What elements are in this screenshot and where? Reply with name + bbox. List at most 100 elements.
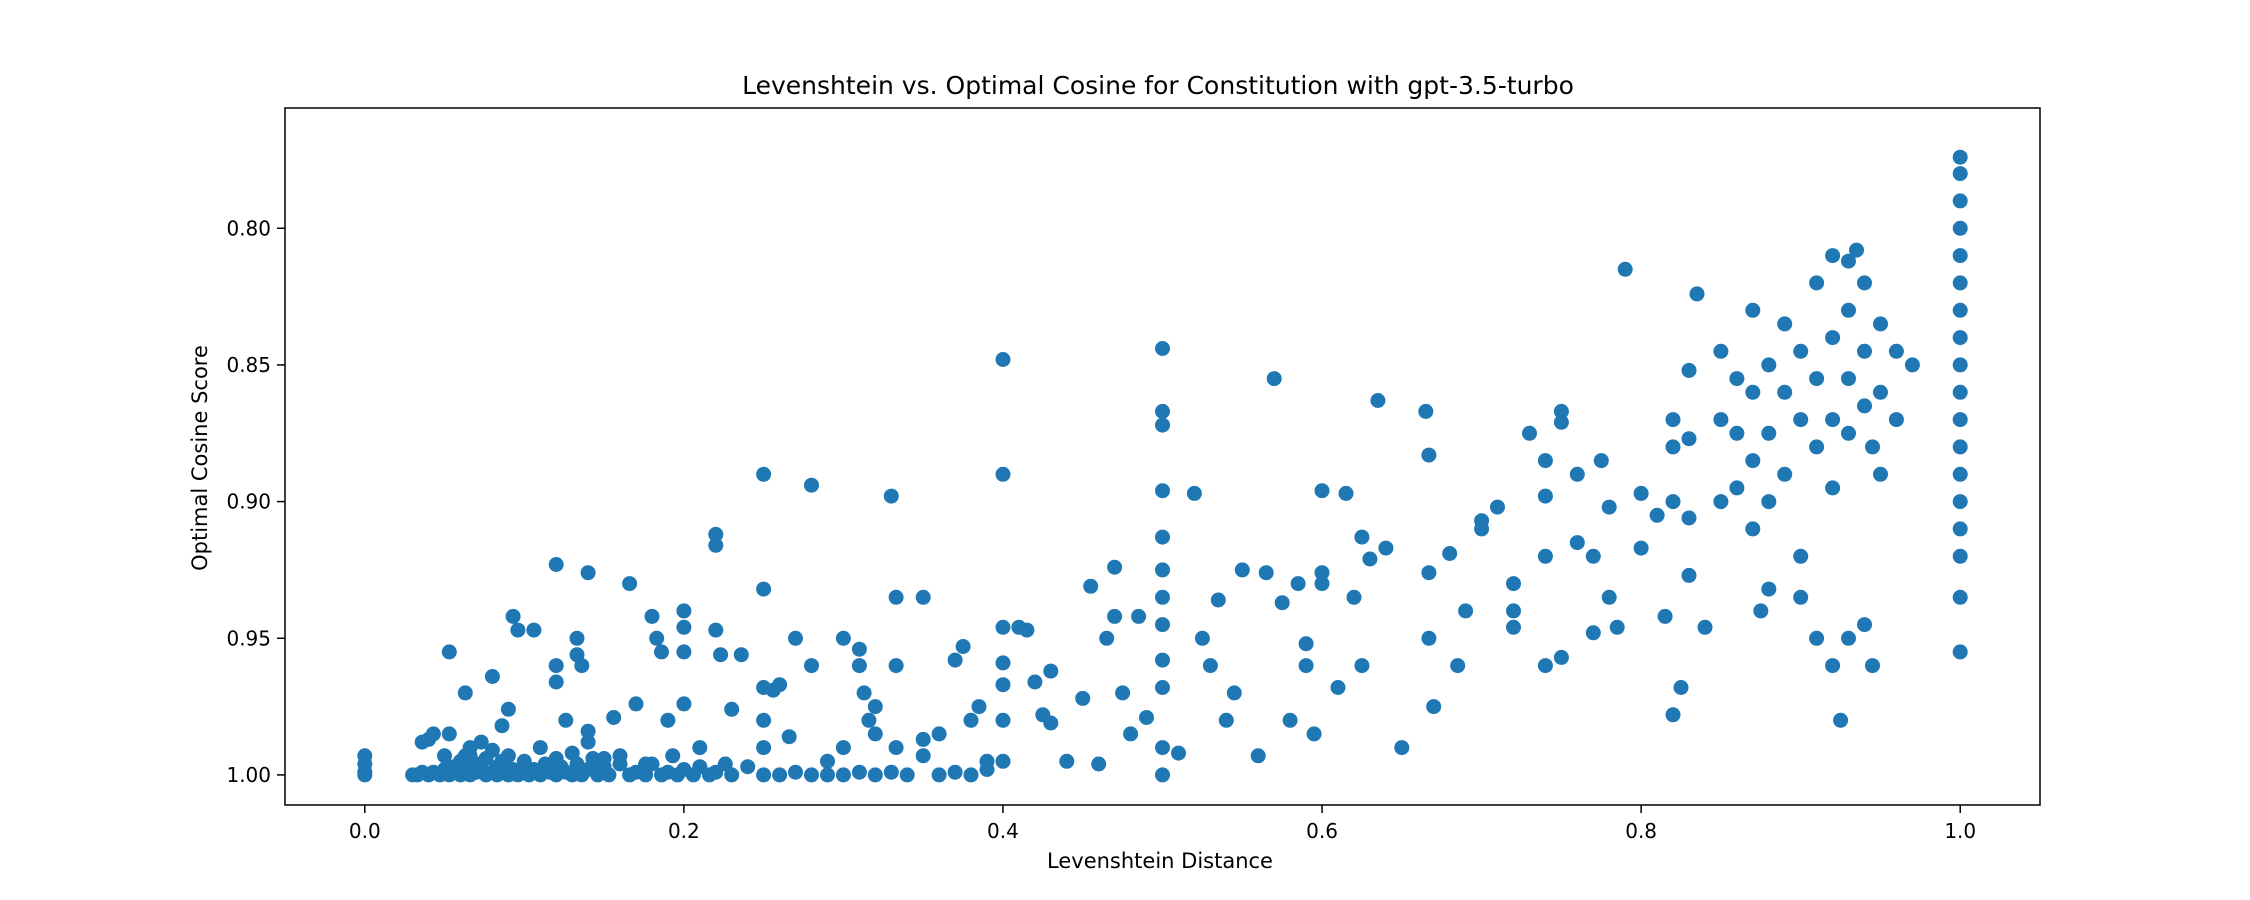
data-point	[649, 630, 665, 646]
data-point	[1745, 384, 1761, 400]
data-point	[851, 658, 867, 674]
data-point	[1952, 521, 1968, 537]
data-point	[713, 647, 729, 663]
data-point	[867, 767, 883, 783]
data-point	[1258, 565, 1274, 581]
data-point	[1593, 453, 1609, 469]
data-point	[1027, 674, 1043, 690]
data-point	[1155, 740, 1170, 756]
data-point	[1186, 485, 1202, 501]
data-point	[569, 630, 585, 646]
data-point	[772, 677, 788, 693]
data-point	[915, 748, 931, 764]
data-point	[1873, 384, 1888, 400]
data-point	[931, 767, 947, 783]
data-point	[1673, 680, 1689, 695]
x-tick-label: 0.0	[349, 819, 381, 843]
data-point	[804, 767, 819, 783]
data-point	[708, 526, 724, 542]
data-point	[867, 726, 883, 742]
data-point	[585, 756, 601, 772]
data-point	[1681, 431, 1697, 447]
data-point	[548, 557, 564, 572]
data-point	[1633, 540, 1649, 556]
data-point	[1825, 412, 1841, 428]
data-point	[612, 748, 628, 764]
data-point	[1825, 480, 1841, 496]
data-point	[995, 655, 1011, 671]
data-point	[1139, 710, 1154, 725]
data-point	[1274, 595, 1290, 611]
data-point	[1234, 562, 1250, 578]
data-point	[1952, 248, 1968, 264]
data-point	[1697, 619, 1713, 635]
data-point	[1825, 330, 1841, 346]
data-point	[1888, 343, 1904, 359]
data-point	[1155, 680, 1170, 695]
data-point	[1553, 649, 1569, 665]
data-point	[500, 748, 516, 764]
data-point	[1250, 748, 1266, 764]
data-point	[1421, 565, 1437, 581]
y-tick-label: 0.90	[226, 490, 271, 514]
data-point	[1107, 608, 1123, 624]
data-point	[1474, 521, 1490, 537]
data-point	[1194, 630, 1210, 646]
data-point	[1952, 589, 1968, 605]
x-axis-label: Levenshtein Distance	[1047, 849, 1273, 873]
data-point	[1633, 485, 1649, 501]
data-point	[1155, 529, 1170, 545]
data-point	[1873, 466, 1888, 482]
data-point	[756, 740, 772, 756]
data-point	[1266, 371, 1282, 387]
data-point	[580, 723, 596, 739]
x-tick-label: 1.0	[1944, 819, 1976, 843]
data-point	[1043, 663, 1059, 679]
data-point	[1601, 499, 1617, 515]
data-point	[1761, 357, 1777, 373]
data-point	[622, 576, 638, 592]
data-point	[676, 603, 692, 619]
data-point	[1857, 617, 1872, 633]
data-point	[756, 767, 772, 783]
data-point	[772, 767, 788, 783]
data-point	[963, 767, 979, 783]
data-points	[357, 149, 1968, 783]
data-point	[1649, 507, 1665, 523]
data-point	[580, 734, 596, 750]
data-point	[660, 712, 676, 728]
data-point	[947, 652, 963, 668]
data-point	[1490, 499, 1505, 515]
data-point	[955, 639, 971, 654]
data-point	[1689, 286, 1705, 302]
data-point	[654, 644, 669, 660]
data-point	[1729, 480, 1745, 496]
data-point	[1354, 529, 1370, 545]
data-point	[756, 581, 772, 597]
data-point	[1537, 658, 1553, 674]
data-point	[526, 622, 542, 638]
data-point	[1713, 412, 1729, 428]
data-point	[1952, 357, 1968, 373]
data-point	[995, 677, 1011, 693]
data-point	[1450, 658, 1466, 674]
data-point	[1378, 540, 1394, 556]
data-point	[971, 699, 987, 715]
data-point	[915, 589, 931, 605]
x-tick-label: 0.4	[987, 819, 1019, 843]
data-point	[1394, 740, 1410, 756]
data-point	[915, 731, 931, 747]
data-point	[1226, 685, 1242, 701]
data-point	[628, 696, 644, 712]
data-point	[676, 696, 692, 712]
data-point	[1314, 483, 1330, 499]
data-point	[804, 477, 819, 493]
data-point	[867, 699, 883, 715]
data-point	[665, 748, 681, 764]
data-point	[1713, 343, 1729, 359]
plot-area-frame	[284, 107, 2041, 806]
data-point	[1282, 712, 1298, 728]
data-point	[1609, 619, 1625, 635]
data-point	[1729, 425, 1745, 441]
data-point	[1585, 625, 1601, 641]
